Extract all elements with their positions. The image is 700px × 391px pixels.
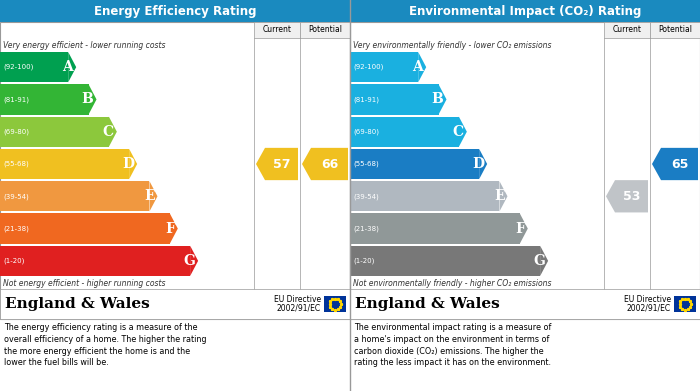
Text: The energy efficiency rating is a measure of the
overall efficiency of a home. T: The energy efficiency rating is a measur…	[4, 323, 206, 368]
Text: B: B	[82, 92, 94, 106]
Text: 65: 65	[671, 158, 688, 170]
Text: (92-100): (92-100)	[353, 64, 384, 70]
Bar	[350, 0, 700, 22]
Polygon shape	[302, 148, 348, 180]
Text: (21-38): (21-38)	[3, 225, 29, 232]
Text: C: C	[103, 125, 114, 139]
Text: D: D	[472, 157, 484, 171]
Bar	[0, 117, 108, 147]
Text: A: A	[412, 60, 423, 74]
Polygon shape	[458, 117, 467, 147]
Text: 57: 57	[273, 158, 290, 170]
Text: (81-91): (81-91)	[3, 96, 29, 103]
Bar	[0, 22, 350, 319]
Bar	[324, 296, 346, 312]
Bar	[350, 117, 458, 147]
Text: Current: Current	[612, 25, 641, 34]
Bar	[0, 149, 130, 179]
Text: (92-100): (92-100)	[3, 64, 34, 70]
Bar	[350, 84, 438, 115]
Text: Current: Current	[262, 25, 291, 34]
Bar	[350, 149, 480, 179]
Bar	[350, 52, 418, 82]
Text: (69-80): (69-80)	[3, 129, 29, 135]
Bar	[0, 0, 350, 22]
Polygon shape	[190, 246, 198, 276]
Bar	[0, 289, 350, 319]
Polygon shape	[88, 84, 97, 115]
Text: Not energy efficient - higher running costs: Not energy efficient - higher running co…	[3, 279, 165, 288]
Bar	[350, 246, 540, 276]
Polygon shape	[418, 52, 426, 82]
Bar	[0, 246, 190, 276]
Text: EU Directive: EU Directive	[274, 296, 321, 305]
Polygon shape	[520, 213, 528, 244]
Text: 53: 53	[623, 190, 640, 203]
Text: (1-20): (1-20)	[3, 258, 25, 264]
Text: F: F	[165, 222, 175, 235]
Text: (55-68): (55-68)	[3, 161, 29, 167]
Polygon shape	[480, 149, 487, 179]
Polygon shape	[68, 52, 76, 82]
Text: Very energy efficient - lower running costs: Very energy efficient - lower running co…	[3, 41, 165, 50]
Text: The environmental impact rating is a measure of
a home's impact on the environme: The environmental impact rating is a mea…	[354, 323, 552, 368]
Text: (81-91): (81-91)	[353, 96, 379, 103]
Text: 66: 66	[321, 158, 338, 170]
Text: 2002/91/EC: 2002/91/EC	[277, 303, 321, 312]
Bar	[350, 22, 700, 319]
Text: (21-38): (21-38)	[353, 225, 379, 232]
Text: B: B	[432, 92, 444, 106]
Bar	[0, 181, 150, 212]
Bar	[300, 22, 350, 38]
Polygon shape	[130, 149, 137, 179]
Text: England & Wales: England & Wales	[5, 297, 150, 311]
Polygon shape	[438, 84, 447, 115]
Text: Potential: Potential	[658, 25, 692, 34]
Polygon shape	[606, 180, 648, 212]
Text: A: A	[62, 60, 74, 74]
Text: D: D	[122, 157, 134, 171]
Text: Very environmentally friendly - lower CO₂ emissions: Very environmentally friendly - lower CO…	[353, 41, 552, 50]
Text: Potential: Potential	[308, 25, 342, 34]
Text: G: G	[183, 254, 195, 268]
Bar	[604, 22, 650, 38]
Polygon shape	[540, 246, 548, 276]
Text: E: E	[144, 189, 155, 203]
Polygon shape	[652, 148, 698, 180]
Text: E: E	[494, 189, 505, 203]
Text: Not environmentally friendly - higher CO₂ emissions: Not environmentally friendly - higher CO…	[353, 279, 552, 288]
Text: (39-54): (39-54)	[3, 193, 29, 199]
Text: (1-20): (1-20)	[353, 258, 375, 264]
Text: (39-54): (39-54)	[353, 193, 379, 199]
Text: F: F	[515, 222, 525, 235]
Text: Energy Efficiency Rating: Energy Efficiency Rating	[94, 5, 256, 18]
Bar	[350, 181, 500, 212]
Bar	[350, 289, 700, 319]
Bar	[0, 84, 88, 115]
Polygon shape	[170, 213, 178, 244]
Polygon shape	[256, 148, 298, 180]
Bar	[350, 213, 520, 244]
Polygon shape	[150, 181, 158, 212]
Bar	[0, 213, 170, 244]
Text: 2002/91/EC: 2002/91/EC	[627, 303, 671, 312]
Polygon shape	[108, 117, 117, 147]
Bar	[674, 296, 696, 312]
Bar	[0, 52, 68, 82]
Text: EU Directive: EU Directive	[624, 296, 671, 305]
Text: (55-68): (55-68)	[353, 161, 379, 167]
Polygon shape	[500, 181, 507, 212]
Bar	[254, 22, 300, 38]
Text: C: C	[453, 125, 464, 139]
Text: England & Wales: England & Wales	[355, 297, 500, 311]
Bar	[650, 22, 700, 38]
Text: Environmental Impact (CO₂) Rating: Environmental Impact (CO₂) Rating	[409, 5, 641, 18]
Text: G: G	[533, 254, 545, 268]
Text: (69-80): (69-80)	[353, 129, 379, 135]
